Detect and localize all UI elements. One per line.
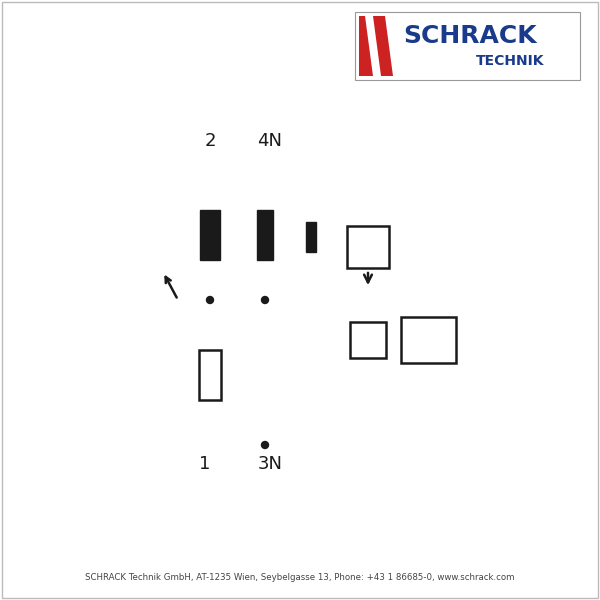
- Bar: [199, 350, 221, 400]
- Bar: [257, 210, 273, 260]
- Polygon shape: [359, 16, 393, 76]
- Bar: [350, 322, 386, 358]
- Text: 1: 1: [199, 455, 211, 473]
- Bar: [401, 317, 456, 363]
- Bar: [200, 210, 220, 260]
- Text: 2: 2: [204, 132, 216, 150]
- Text: TECHNIK: TECHNIK: [476, 54, 544, 68]
- Bar: [306, 222, 316, 252]
- Text: 3N: 3N: [257, 455, 283, 473]
- Circle shape: [262, 296, 269, 304]
- Text: 4N: 4N: [257, 132, 283, 150]
- Text: SCHRACK Technik GmbH, AT-1235 Wien, Seybelgasse 13, Phone: +43 1 86685-0, www.sc: SCHRACK Technik GmbH, AT-1235 Wien, Seyb…: [85, 573, 515, 582]
- Circle shape: [206, 296, 214, 304]
- Text: SCHRACK: SCHRACK: [403, 24, 537, 48]
- Text: H: H: [420, 330, 437, 350]
- Circle shape: [262, 442, 269, 449]
- Polygon shape: [365, 16, 381, 76]
- Bar: [355, 12, 580, 80]
- Bar: [347, 226, 389, 268]
